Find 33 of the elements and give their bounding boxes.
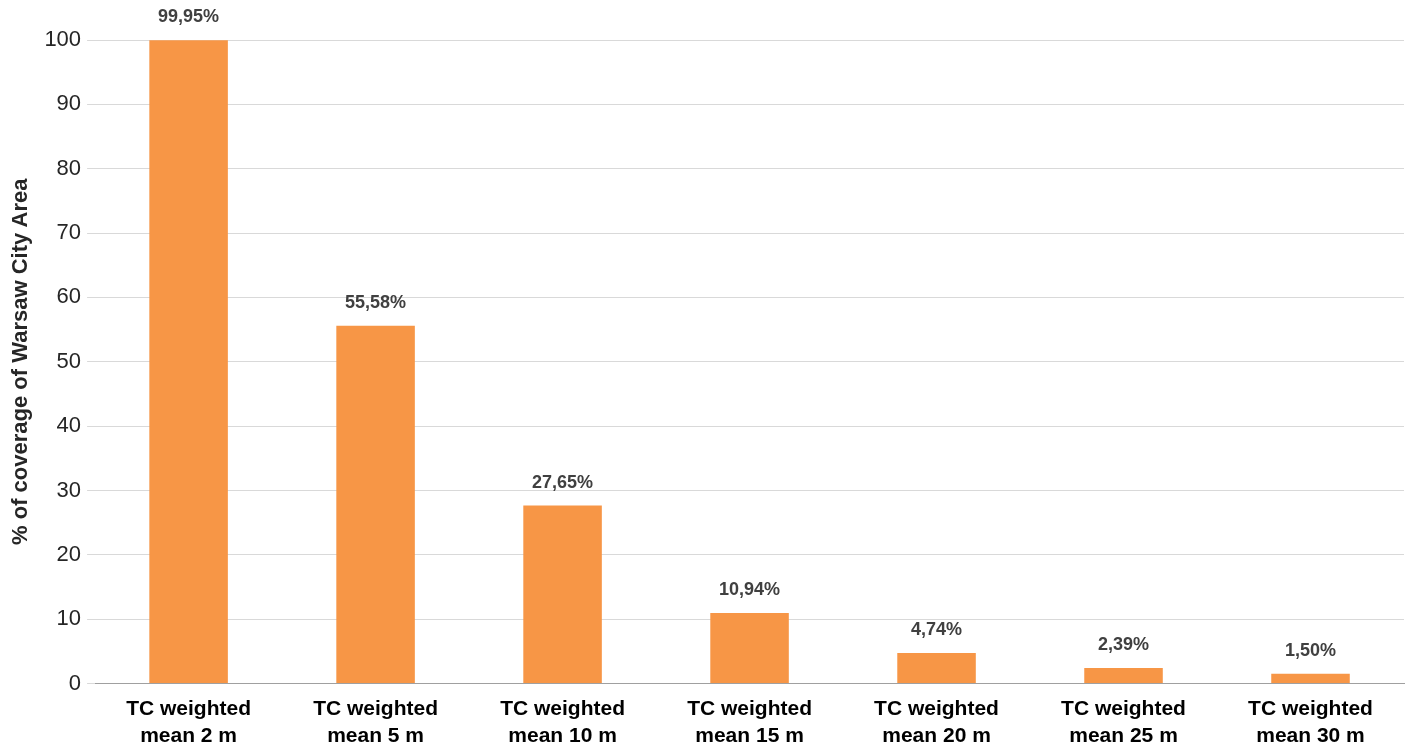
data-label: 2,39% <box>1098 634 1150 655</box>
y-tick-label: 70 <box>56 219 82 245</box>
y-tick-label: 100 <box>44 26 82 52</box>
data-label: 27,65% <box>532 471 594 492</box>
data-label: 1,50% <box>1284 639 1337 660</box>
bar <box>710 613 789 683</box>
x-tick-label: TC weighted mean 5 m <box>313 696 439 746</box>
data-label: 10,94% <box>719 579 781 600</box>
bar <box>336 325 415 683</box>
y-tick-label: 20 <box>56 540 82 566</box>
x-tick-label: TC weighted mean 2 m <box>126 696 252 746</box>
data-label: 4,74% <box>911 618 963 639</box>
y-tick-label: 10 <box>56 605 82 631</box>
x-tick-label: TC weighted mean 30 m <box>1248 696 1373 746</box>
x-tick-label: TC weighted mean 10 m <box>500 696 625 746</box>
data-label: 99,95% <box>158 6 220 27</box>
y-tick-label: 0 <box>68 669 82 695</box>
y-tick-label: 90 <box>56 90 82 116</box>
bar <box>897 653 976 683</box>
x-tick-label: TC weighted mean 20 m <box>874 696 999 746</box>
y-axis-title: % of coverage of Warsaw City Area <box>7 177 33 545</box>
bar <box>1084 668 1163 683</box>
bar <box>1271 673 1350 683</box>
bar <box>149 40 228 683</box>
y-tick-label: 60 <box>56 283 82 309</box>
data-label: 55,58% <box>345 291 407 312</box>
y-tick-label: 80 <box>56 154 82 180</box>
y-tick-label: 30 <box>56 476 82 502</box>
y-tick-label: 50 <box>56 347 82 373</box>
bar <box>523 505 602 683</box>
x-tick-label: TC weighted mean 15 m <box>687 696 812 746</box>
y-tick-label: 40 <box>56 412 82 438</box>
x-tick-label: TC weighted mean 25 m <box>1061 696 1186 746</box>
